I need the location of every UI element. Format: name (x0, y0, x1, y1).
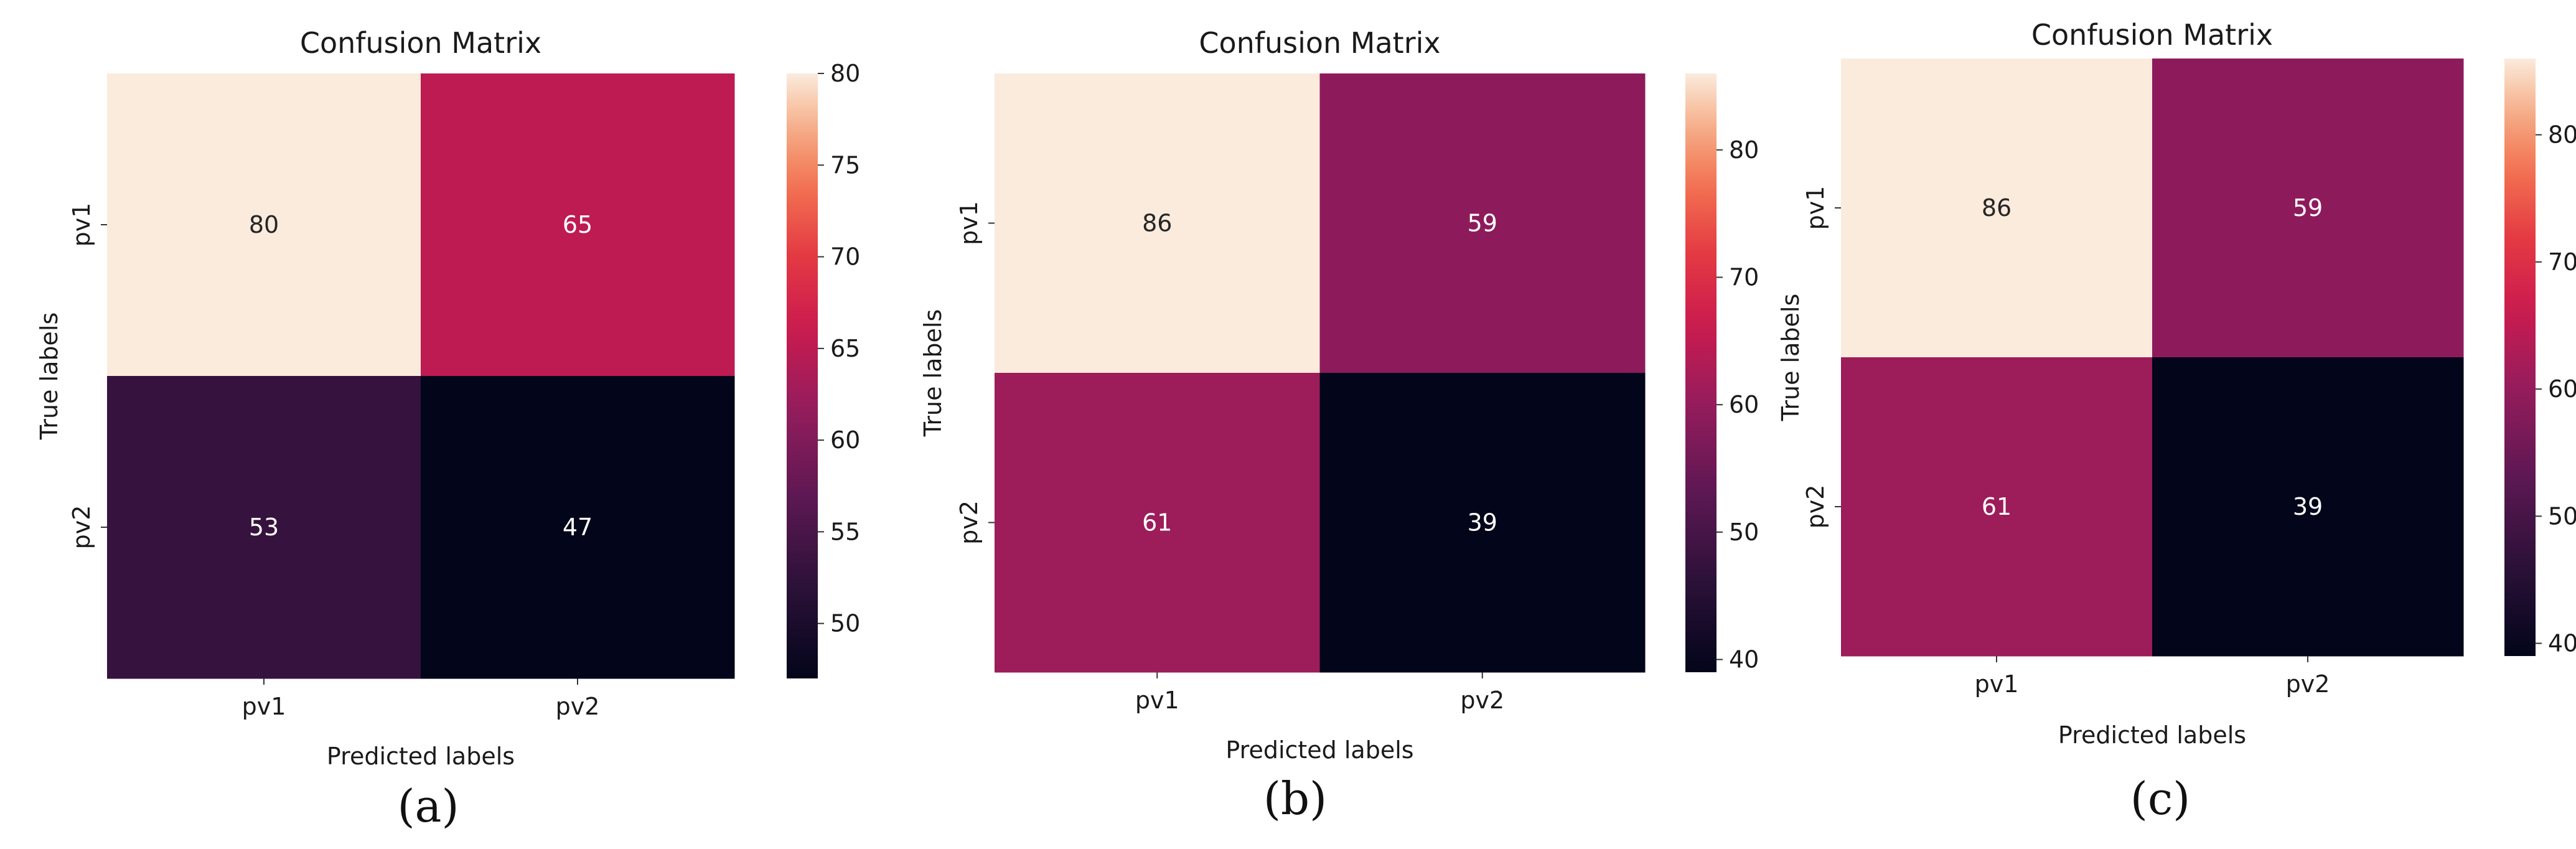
cell-value-label: 59 (2293, 194, 2323, 222)
cell-value-label: 53 (249, 514, 279, 541)
colorbar-tick-label: 40 (2548, 630, 2576, 657)
y-axis-label: True labels (35, 312, 63, 441)
colorbar-tick-label: 50 (2548, 502, 2576, 530)
heatmap-panel-2: 86 59 61 39 pv1 pv2 pv1 pv2 Confusion Matrix Pred… (919, 26, 1759, 825)
colorbar-tick-label: 80 (2548, 121, 2576, 149)
x-tick-label: pv1 (242, 693, 286, 720)
colorbar-tick-label: 80 (830, 60, 860, 87)
y-tick-label: pv2 (955, 500, 983, 545)
heatmap-cell (107, 376, 421, 679)
panel-caption: (b) (1263, 772, 1327, 825)
y-tick-label: pv1 (955, 201, 983, 245)
colorbar (787, 73, 818, 678)
cell-value-label: 65 (563, 211, 592, 238)
x-tick-label: pv1 (1975, 670, 2019, 698)
colorbar-tick-label: 65 (830, 335, 860, 362)
colorbar-tick-label: 70 (830, 243, 860, 271)
colorbar-tick-label: 60 (2548, 375, 2576, 403)
heatmap-cell (421, 376, 735, 679)
colorbar-tick-label: 60 (830, 426, 860, 454)
heatmap-cell (421, 73, 735, 377)
x-tick-label: pv2 (2286, 670, 2330, 698)
cell-value-label: 86 (1982, 194, 2012, 222)
colorbar-tick-label: 50 (1729, 518, 1759, 546)
y-axis-label: True labels (1777, 294, 1804, 422)
heatmap-panel-1: 80 65 53 47 pv1 pv2 pv1 pv2 Confusion Matrix Pred… (35, 26, 860, 832)
cell-value-label: 39 (1468, 509, 1497, 537)
x-tick-label: pv2 (1460, 687, 1504, 714)
heatmap-cell (1319, 73, 1646, 373)
heatmap-cell (995, 373, 1320, 673)
heatmap-cell (2152, 357, 2464, 657)
cell-value-label: 61 (1982, 493, 2012, 520)
cell-value-label: 80 (249, 211, 279, 238)
colorbar (2504, 59, 2536, 656)
colorbar-tick-label: 75 (830, 151, 860, 179)
heatmap-cell (107, 73, 421, 377)
heatmap-cell (1841, 59, 2153, 358)
x-axis-label: Predicted labels (1225, 736, 1413, 764)
x-tick-label: pv1 (1135, 687, 1179, 714)
chart-title: Confusion Matrix (1199, 26, 1440, 60)
chart-title: Confusion Matrix (2031, 18, 2273, 52)
y-tick-label: pv2 (68, 505, 95, 550)
y-tick-label: pv1 (68, 203, 95, 247)
cell-value-label: 47 (563, 514, 592, 541)
cell-value-label: 59 (1468, 210, 1497, 237)
colorbar-tick-label: 80 (1729, 136, 1759, 164)
colorbar (1685, 73, 1717, 672)
heatmap-panel-3: 86 59 61 39 pv1 pv2 pv1 pv2 Confusion Matrix Pred… (1777, 18, 2576, 825)
panel-caption: (a) (397, 780, 459, 832)
heatmap-cell (1841, 357, 2153, 657)
cell-value-label: 86 (1142, 210, 1172, 237)
heatmap-cell (2152, 59, 2464, 358)
heatmap-cell (1319, 373, 1646, 673)
colorbar-tick-label: 70 (1729, 263, 1759, 291)
colorbar-tick-label: 70 (2548, 248, 2576, 276)
y-tick-label: pv1 (1802, 186, 1829, 230)
x-axis-label: Predicted labels (327, 743, 515, 770)
x-tick-label: pv2 (556, 693, 600, 720)
x-axis-label: Predicted labels (2058, 721, 2246, 749)
colorbar-tick-label: 60 (1729, 391, 1759, 418)
colorbar-tick-label: 50 (830, 610, 860, 637)
cell-value-label: 61 (1142, 509, 1172, 537)
heatmap-cell (995, 73, 1320, 373)
y-axis-label: True labels (919, 309, 947, 438)
y-tick-label: pv2 (1802, 485, 1829, 529)
colorbar-tick-label: 55 (830, 518, 860, 545)
cell-value-label: 39 (2293, 493, 2323, 520)
panel-caption: (c) (2130, 772, 2191, 825)
chart-title: Confusion Matrix (300, 26, 541, 60)
colorbar-tick-label: 40 (1729, 646, 1759, 673)
